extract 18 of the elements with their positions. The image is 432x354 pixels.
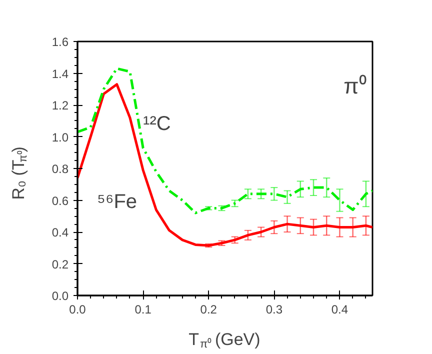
y-tick-label: 0.6 bbox=[52, 194, 69, 208]
y-tick-label: 0.4 bbox=[52, 226, 69, 240]
x-tick-label: 0.4 bbox=[331, 302, 348, 316]
y-tick-label: 0.8 bbox=[52, 162, 69, 176]
y-tick-label: 1.2 bbox=[52, 98, 69, 112]
y-tick-label: 1.0 bbox=[52, 130, 69, 144]
line-series bbox=[78, 67, 372, 214]
x-tick-label: 0.0 bbox=[69, 302, 86, 316]
x-tick-label: 0.2 bbox=[200, 302, 218, 316]
annotation: π⁰ bbox=[344, 73, 367, 98]
x-tick-label: 0.1 bbox=[134, 302, 152, 316]
x-tick-label: 0.3 bbox=[266, 302, 283, 316]
annotation: ⁵⁶Fe bbox=[97, 190, 138, 213]
y-tick-label: 0.2 bbox=[52, 257, 69, 272]
y-tick-label: 0.0 bbox=[52, 289, 69, 303]
y-tick-label: 1.4 bbox=[52, 66, 69, 81]
annotation: ¹²C bbox=[143, 113, 171, 136]
y-tick-label: 1.6 bbox=[52, 35, 69, 49]
